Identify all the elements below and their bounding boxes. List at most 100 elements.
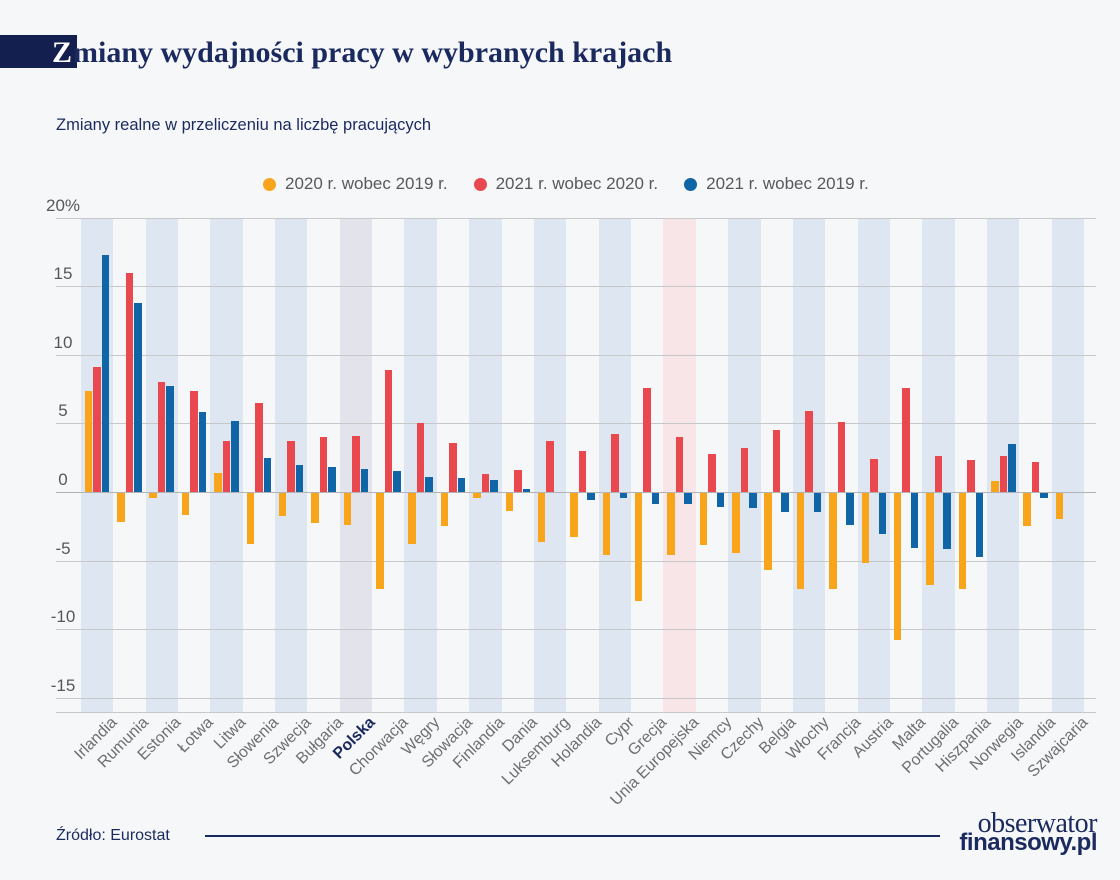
bar-rumunia-2020-r-wobec-2019-r- bbox=[117, 493, 125, 522]
logo: obserwator finansowy.pl bbox=[959, 810, 1097, 855]
bar-austria-2021-r-wobec-2020-r- bbox=[870, 459, 878, 492]
bar--otwa-2020-r-wobec-2019-r- bbox=[181, 493, 190, 515]
bar-szwecja-2020-r-wobec-2019-r- bbox=[278, 493, 287, 517]
bar-luksemburg-2021-r-wobec-2020-r- bbox=[546, 441, 554, 492]
y-gridline-0 bbox=[56, 492, 1096, 493]
bar-unia-europejska-2021-r-wobec-2019-r- bbox=[684, 493, 692, 504]
y-tick-label--10: -10 bbox=[50, 607, 76, 627]
bar-norwegia-2021-r-wobec-2019-r- bbox=[1008, 444, 1016, 492]
logo-obserwator: obserwator bbox=[977, 808, 1098, 839]
title-accent-box bbox=[0, 35, 77, 68]
bar--otwa-2021-r-wobec-2020-r- bbox=[190, 390, 198, 492]
bar-francja-2021-r-wobec-2019-r- bbox=[846, 493, 854, 525]
bar-szwajcaria-2020-r-wobec-2019-r- bbox=[1055, 493, 1064, 520]
bar-w-ochy-2021-r-wobec-2020-r- bbox=[805, 411, 813, 492]
bar-estonia-2021-r-wobec-2019-r- bbox=[166, 386, 174, 492]
bar-finlandia-2021-r-wobec-2020-r- bbox=[481, 474, 490, 492]
y-gridline-15 bbox=[56, 286, 1096, 288]
bar-portugalia-2021-r-wobec-2020-r- bbox=[934, 456, 943, 492]
bar-estonia-2020-r-wobec-2019-r- bbox=[149, 493, 157, 499]
bar-w-ochy-2021-r-wobec-2019-r- bbox=[813, 493, 822, 513]
bar-hiszpania-2021-r-wobec-2019-r- bbox=[975, 493, 984, 558]
y-gridline--10 bbox=[56, 629, 1096, 631]
bar-rumunia-2021-r-wobec-2019-r- bbox=[134, 302, 142, 492]
page-title-first-letter: Z bbox=[51, 36, 72, 69]
bar-portugalia-2020-r-wobec-2019-r- bbox=[926, 493, 934, 585]
bar-hiszpania-2021-r-wobec-2020-r- bbox=[967, 460, 975, 492]
source-note: Źródło: Eurostat bbox=[56, 827, 170, 844]
bar-czechy-2020-r-wobec-2019-r- bbox=[732, 493, 740, 554]
bar-bu-garia-2021-r-wobec-2020-r- bbox=[319, 437, 328, 492]
y-tick-label-5: 5 bbox=[58, 401, 68, 421]
bar-szwecja-2021-r-wobec-2020-r- bbox=[287, 441, 295, 492]
bar-polska-2021-r-wobec-2019-r- bbox=[360, 468, 369, 492]
bar-cypr-2021-r-wobec-2019-r- bbox=[619, 493, 628, 499]
bar-unia-europejska-2021-r-wobec-2020-r- bbox=[675, 437, 684, 492]
bar-luksemburg-2020-r-wobec-2019-r- bbox=[537, 493, 546, 543]
bar-holandia-2021-r-wobec-2020-r- bbox=[578, 450, 587, 492]
country-stripe-szwajcaria bbox=[1051, 219, 1085, 712]
y-tick-label-10: 10 bbox=[53, 332, 73, 352]
bar-cypr-2021-r-wobec-2020-r- bbox=[611, 434, 619, 492]
bar-rumunia-2021-r-wobec-2020-r- bbox=[125, 272, 134, 492]
y-gridline-10 bbox=[56, 354, 1096, 356]
bar-niemcy-2021-r-wobec-2019-r- bbox=[716, 493, 725, 507]
bar-norwegia-2020-r-wobec-2019-r- bbox=[991, 481, 999, 492]
y-tick-label--5: -5 bbox=[55, 538, 71, 558]
bar-irlandia-2020-r-wobec-2019-r- bbox=[84, 390, 93, 492]
bar-holandia-2020-r-wobec-2019-r- bbox=[570, 493, 578, 537]
legend-label: 2021 r. wobec 2019 r. bbox=[706, 174, 869, 193]
bar-w-gry-2021-r-wobec-2019-r- bbox=[425, 476, 433, 492]
bar-finlandia-2020-r-wobec-2019-r- bbox=[473, 493, 481, 499]
y-gridline--15 bbox=[56, 697, 1096, 699]
legend-dot-icon bbox=[684, 177, 698, 191]
y-tick-label-0: 0 bbox=[58, 470, 68, 489]
bar-w-gry-2021-r-wobec-2020-r- bbox=[416, 423, 425, 492]
bar-norwegia-2021-r-wobec-2020-r- bbox=[999, 456, 1008, 492]
bar-belgia-2021-r-wobec-2020-r- bbox=[772, 430, 781, 492]
bar-chorwacja-2021-r-wobec-2020-r- bbox=[384, 369, 393, 492]
legend-dot-icon bbox=[263, 177, 276, 191]
bar-czechy-2021-r-wobec-2019-r- bbox=[749, 493, 757, 509]
bar-grecja-2020-r-wobec-2019-r- bbox=[634, 493, 643, 602]
bar-francja-2021-r-wobec-2020-r- bbox=[837, 422, 846, 492]
y-tick-label-20: 20% bbox=[45, 195, 81, 215]
bar-irlandia-2021-r-wobec-2020-r- bbox=[93, 367, 101, 492]
bar-chorwacja-2021-r-wobec-2019-r- bbox=[393, 471, 401, 492]
bar-malta-2020-r-wobec-2019-r- bbox=[893, 493, 902, 640]
bar-litwa-2021-r-wobec-2019-r- bbox=[231, 420, 239, 492]
bar-s-owacja-2021-r-wobec-2019-r- bbox=[457, 478, 466, 492]
bar-niemcy-2020-r-wobec-2019-r- bbox=[699, 493, 708, 546]
bar-w-gry-2020-r-wobec-2019-r- bbox=[408, 493, 416, 544]
bar-s-owenia-2021-r-wobec-2020-r- bbox=[255, 402, 263, 492]
bar-bu-garia-2021-r-wobec-2019-r- bbox=[328, 467, 336, 492]
bar-finlandia-2021-r-wobec-2019-r- bbox=[490, 479, 498, 492]
legend-label: 2020 r. wobec 2019 r. bbox=[285, 174, 448, 193]
logo-finansowy-pl: finansowy.pl bbox=[959, 829, 1097, 856]
x-axis-line bbox=[56, 712, 1096, 713]
bar-s-owenia-2021-r-wobec-2019-r- bbox=[263, 457, 272, 492]
bar-malta-2021-r-wobec-2019-r- bbox=[910, 493, 919, 548]
y-tick-label--15: -15 bbox=[50, 675, 76, 695]
legend-item-2: 2021 r. wobec 2019 r. bbox=[684, 174, 869, 194]
bar-hiszpania-2020-r-wobec-2019-r- bbox=[958, 493, 967, 589]
bar-czechy-2021-r-wobec-2020-r- bbox=[740, 448, 749, 492]
legend-label: 2021 r. wobec 2020 r. bbox=[495, 174, 659, 193]
bar-austria-2020-r-wobec-2019-r- bbox=[861, 493, 870, 563]
y-gridline-20 bbox=[56, 217, 1096, 219]
bar-polska-2021-r-wobec-2020-r- bbox=[352, 435, 360, 492]
bar-portugalia-2021-r-wobec-2019-r- bbox=[943, 493, 951, 550]
bar-cypr-2020-r-wobec-2019-r- bbox=[602, 493, 611, 555]
bar-grecja-2021-r-wobec-2020-r- bbox=[643, 387, 651, 492]
bar-malta-2021-r-wobec-2020-r- bbox=[902, 387, 910, 492]
bar-w-ochy-2020-r-wobec-2019-r- bbox=[796, 493, 805, 589]
bar-francja-2020-r-wobec-2019-r- bbox=[829, 493, 837, 589]
bar-islandia-2021-r-wobec-2020-r- bbox=[1031, 461, 1040, 492]
bar-estonia-2021-r-wobec-2020-r- bbox=[157, 382, 166, 492]
bar-dania-2021-r-wobec-2019-r- bbox=[522, 489, 531, 492]
bar-niemcy-2021-r-wobec-2020-r- bbox=[708, 453, 716, 492]
bar-dania-2020-r-wobec-2019-r- bbox=[505, 493, 514, 511]
bar-szwecja-2021-r-wobec-2019-r- bbox=[295, 464, 304, 492]
